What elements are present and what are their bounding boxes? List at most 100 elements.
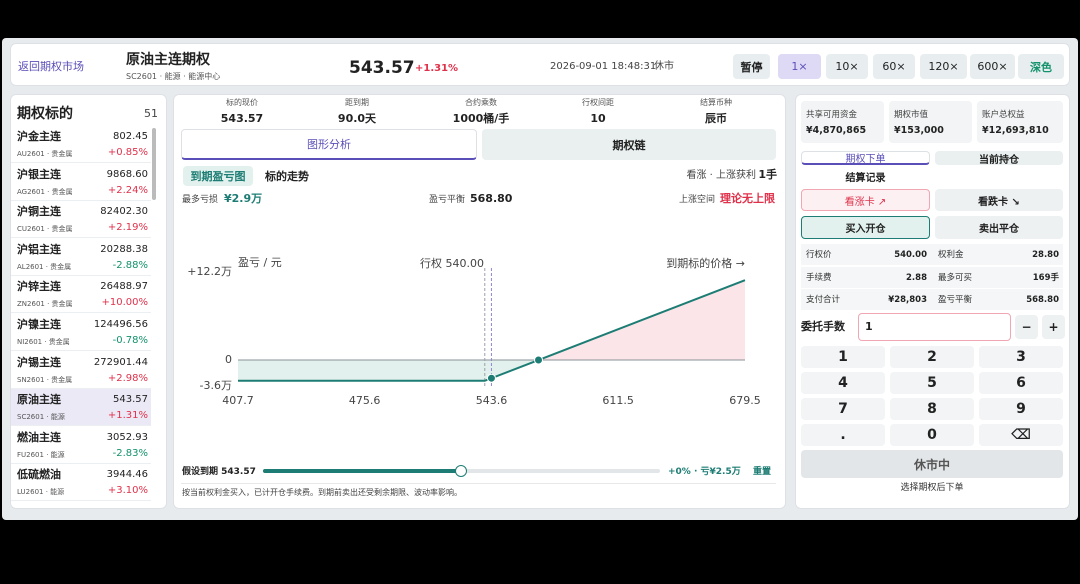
keypad-key[interactable]: . (801, 424, 885, 446)
product-title: 原油主连期权 (126, 52, 210, 68)
underlying-price: 124496.56 (93, 319, 148, 330)
tab[interactable]: 期权链 (482, 129, 776, 160)
keypad-key[interactable]: 5 (890, 372, 974, 394)
subtab[interactable]: 标的走势 (265, 170, 309, 183)
underlying-code: ZN2601 · 贵金属 (17, 300, 73, 309)
info-label: 权利金 (938, 250, 964, 260)
info-value: 568.80 (1026, 295, 1059, 305)
underlying-price: 802.45 (113, 131, 148, 142)
closed-button: 休市中 (801, 450, 1063, 478)
minus-button[interactable]: − (1015, 315, 1038, 339)
stat-label: 标的现价 (226, 98, 258, 107)
keypad-key[interactable]: 2 (890, 346, 974, 368)
underlying-change: +0.85% (107, 147, 148, 158)
speed-button[interactable]: 600× (970, 54, 1015, 79)
lots-label: 1手 (758, 168, 777, 181)
keypad-key[interactable]: 9 (979, 398, 1063, 420)
keypad-key[interactable]: 6 (979, 372, 1063, 394)
speed-button[interactable]: 120× (920, 54, 967, 79)
order-tab[interactable]: 期权下单 (801, 151, 930, 165)
underlying-name: 沪锡主连 (17, 355, 61, 369)
speed-button[interactable]: 10× (826, 54, 868, 79)
underlying-row[interactable] (11, 239, 151, 276)
underlying-row[interactable] (11, 314, 151, 351)
product-subtitle: SC2601 · 能源 · 能源中心 (126, 72, 221, 81)
underlying-price: 3944.46 (106, 469, 148, 481)
keypad-key[interactable]: 7 (801, 398, 885, 420)
put-card[interactable]: 看跌卡 ↘ (935, 189, 1063, 211)
underlying-name: 沪锌主连 (17, 280, 61, 294)
underlying-code: CU2601 · 贵金属 (17, 225, 73, 234)
keypad-key[interactable]: 8 (890, 398, 974, 420)
underlying-price: 26488.97 (100, 281, 148, 293)
back-link[interactable]: 返回期权市场 (18, 60, 84, 73)
tab[interactable]: 图形分析 (181, 129, 477, 160)
slider-fill (263, 469, 461, 473)
scenario-result: +0% · 亏¥2.5万 (668, 467, 741, 477)
info-value: 169手 (1032, 272, 1059, 283)
keypad-key[interactable]: 4 (801, 372, 885, 394)
subtab[interactable]: 到期盈亏图 (183, 166, 253, 186)
underlying-name: 低硫燃油 (17, 468, 61, 482)
underlying-name: 燃油主连 (17, 430, 61, 444)
underlying-row[interactable] (11, 464, 151, 502)
order-tab[interactable]: 结算记录 (845, 172, 886, 184)
theme-button[interactable]: 深色 (1018, 54, 1064, 79)
underlying-price: 82402.30 (100, 206, 148, 218)
keypad-key[interactable]: ⌫ (979, 424, 1063, 446)
underlying-row[interactable] (11, 389, 151, 427)
summary-label: 上涨空间 (679, 195, 716, 205)
plus-button[interactable]: + (1042, 315, 1065, 339)
underlying-change: +1.31% (107, 410, 148, 422)
account-value: ¥153,000 (894, 125, 944, 136)
quantity-input[interactable]: 1 (858, 313, 1011, 341)
speed-button[interactable]: 1× (778, 54, 821, 79)
account-card (889, 101, 972, 143)
order-tab[interactable]: 当前持仓 (935, 151, 1063, 166)
info-row (801, 266, 1063, 288)
account-value: ¥12,693,810 (982, 125, 1049, 136)
keypad-key[interactable]: 1 (801, 346, 885, 368)
underlying-row[interactable] (11, 126, 151, 163)
info-value: ¥28,803 (888, 295, 927, 305)
keypad-key[interactable]: 0 (890, 424, 974, 446)
stat-value: 1000桶/手 (452, 112, 510, 125)
note: 按当前权利金买入，已计开仓手续费。到期前卖出还受剩余期限、波动率影响。 (182, 488, 462, 497)
stat-value: 543.57 (220, 112, 264, 125)
buy-open[interactable]: 买入开仓 (801, 216, 930, 239)
underlying-row[interactable] (11, 427, 151, 464)
underlying-price: 272901.44 (93, 356, 148, 368)
underlying-name: 沪铝主连 (17, 242, 61, 256)
underlying-change: +10.00% (101, 297, 148, 309)
pause-button[interactable]: 暂停 (733, 54, 770, 79)
account-value: ¥4,870,865 (806, 125, 867, 136)
underlying-row[interactable] (11, 164, 151, 201)
underlying-name: 沪铜主连 (17, 205, 61, 219)
quantity-label: 委托手数 (801, 320, 845, 333)
info-value: 540.00 (894, 250, 927, 260)
call-card[interactable]: 看涨卡 ↗ (801, 189, 930, 211)
speed-button[interactable]: 60× (873, 54, 915, 79)
underlying-change: -2.88% (112, 259, 148, 271)
info-value: 28.80 (1032, 250, 1059, 260)
market-status: 休市 (654, 61, 674, 72)
underlying-code: LU2601 · 能源 (17, 488, 65, 497)
account-label: 共享可用资金 (806, 110, 858, 120)
stat-value: 10 (590, 112, 606, 125)
keypad-key[interactable]: 3 (979, 346, 1063, 368)
hint: 选择期权后下单 (900, 483, 964, 493)
underlying-row[interactable] (11, 276, 151, 314)
underlying-name: 沪金主连 (17, 130, 61, 143)
slider-knob[interactable] (455, 465, 467, 477)
underlying-name: 沪银主连 (17, 167, 61, 181)
info-row (801, 244, 1063, 265)
info-label: 行权价 (806, 250, 832, 260)
sell-close[interactable]: 卖出平仓 (935, 216, 1063, 239)
account-card (977, 101, 1063, 143)
underlying-row[interactable] (11, 352, 151, 389)
datetime: 2026-09-01 18:48:31 (550, 61, 657, 72)
info-label: 最多可买 (938, 272, 973, 283)
underlying-row[interactable] (11, 201, 151, 239)
reset-button[interactable]: 重置 (753, 467, 772, 477)
